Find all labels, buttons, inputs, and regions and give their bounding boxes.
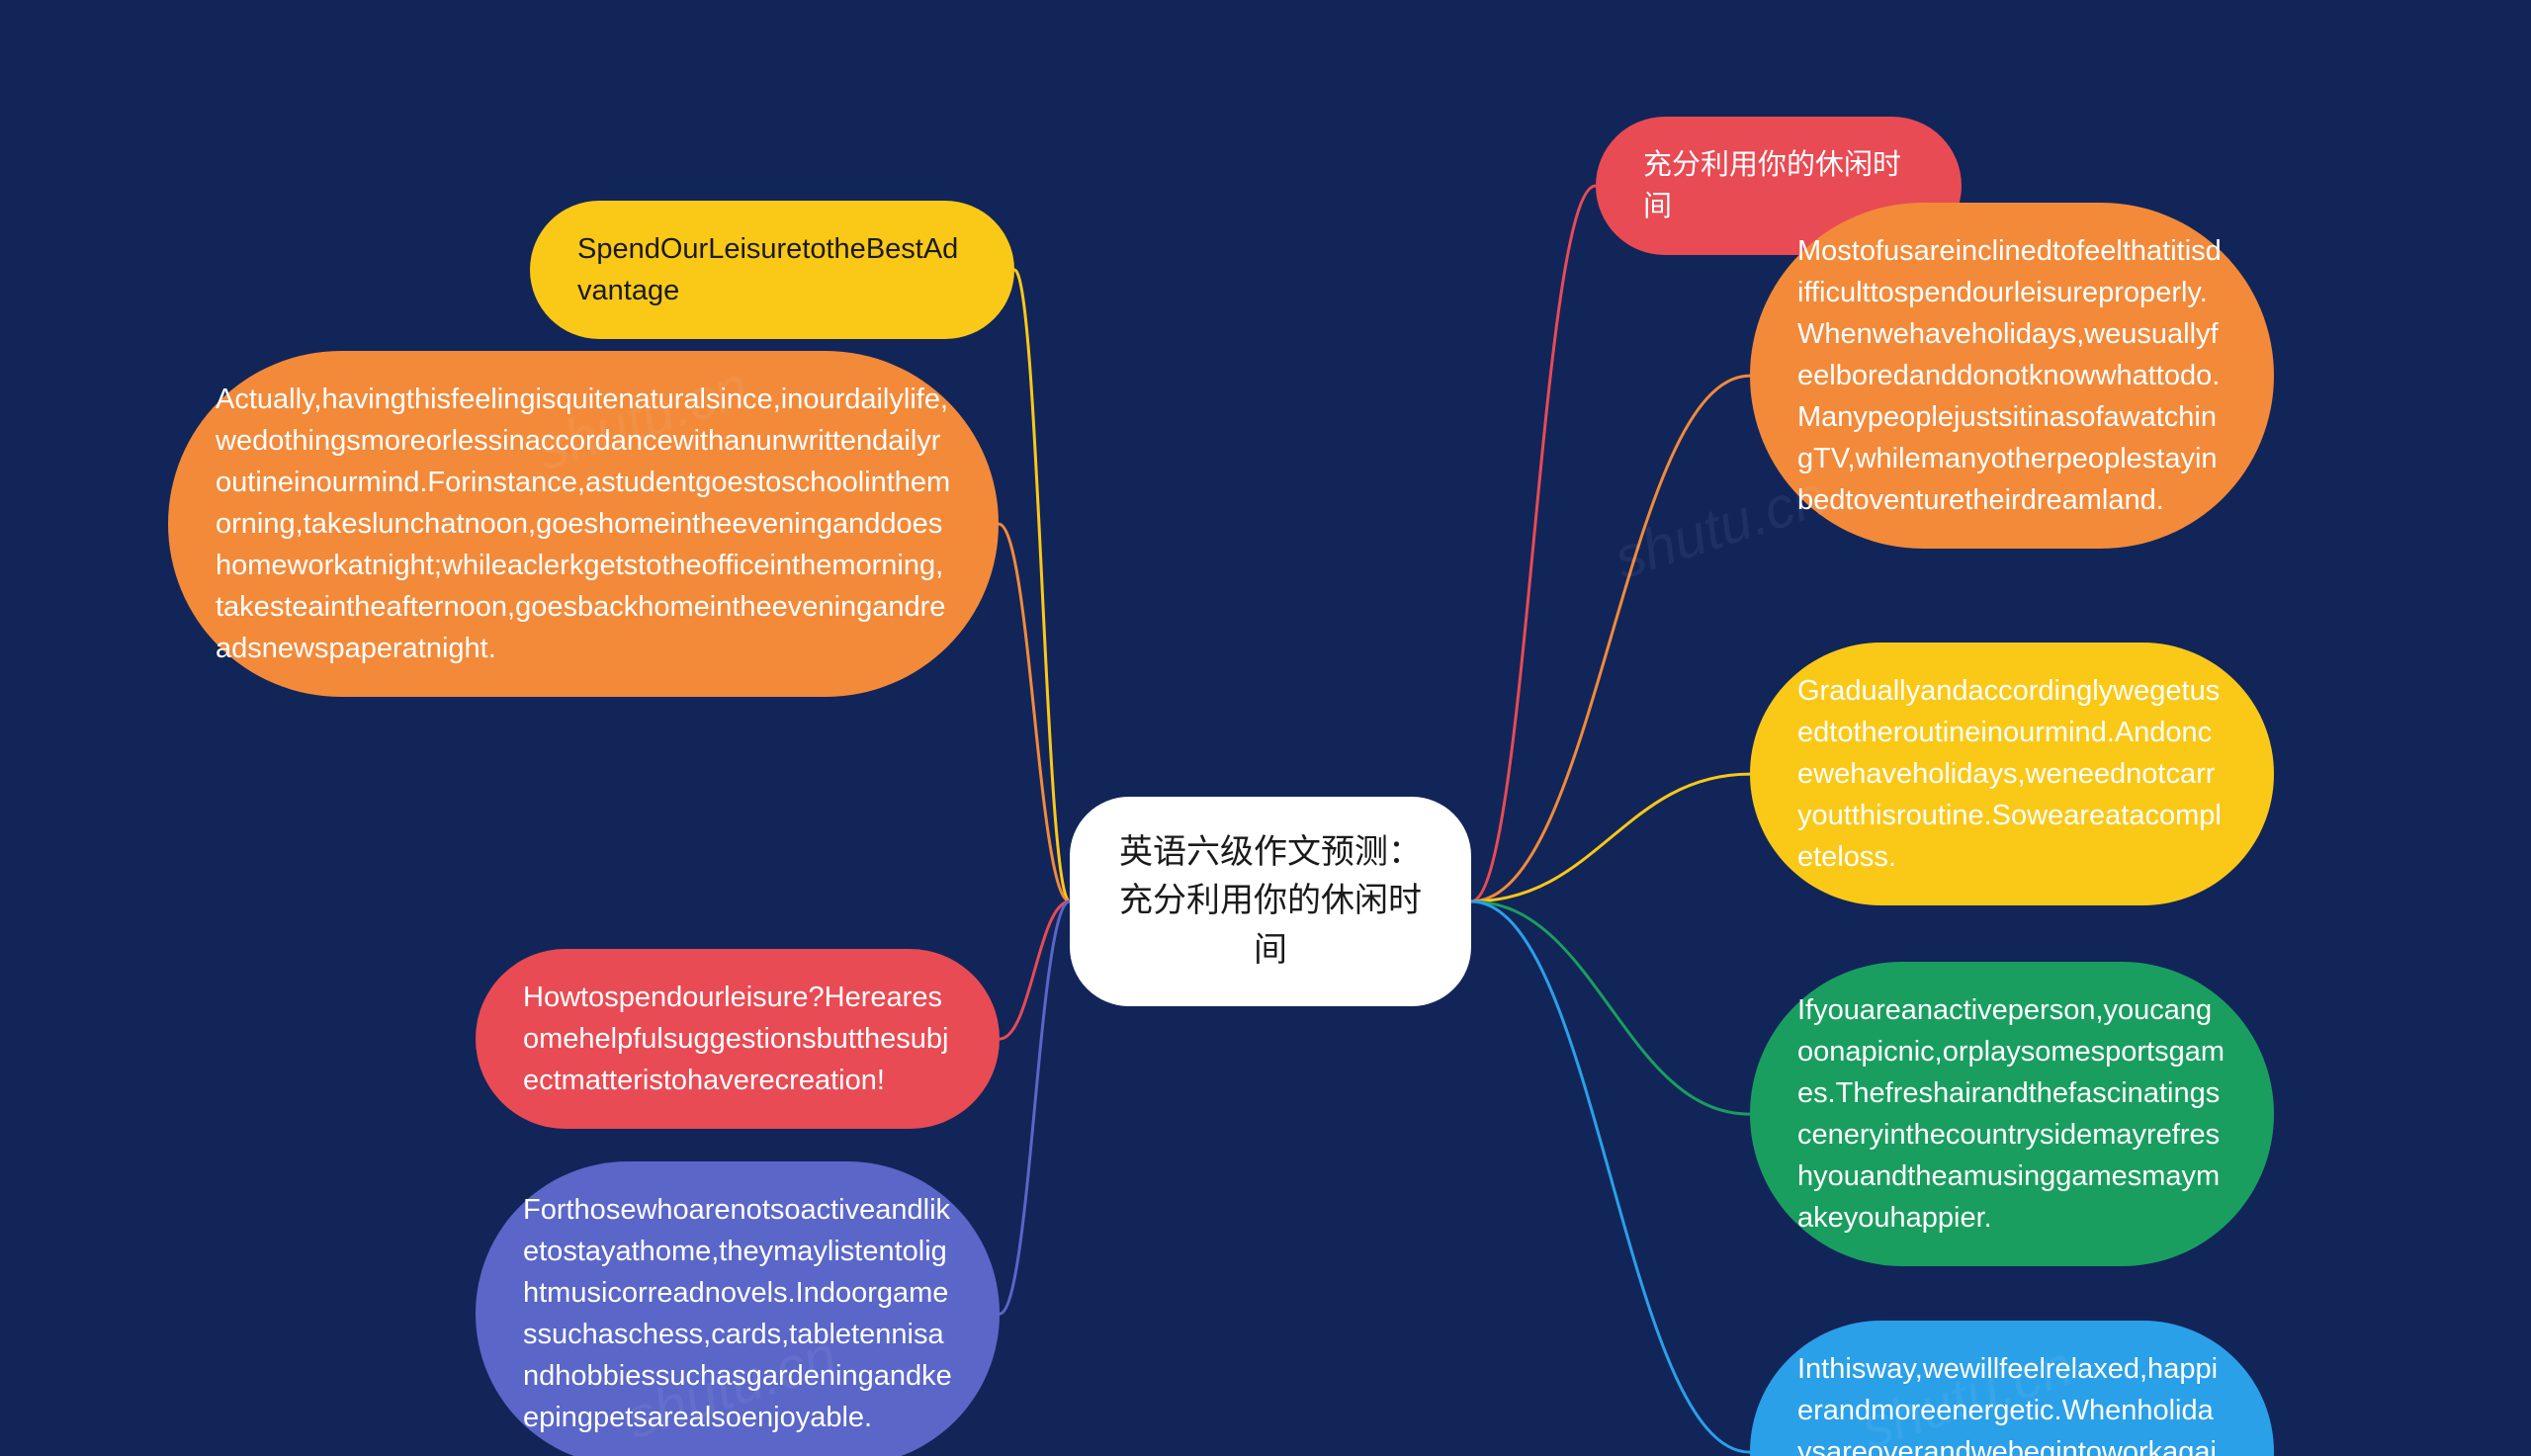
branch-node-n9: Forthosewhoarenotsoactiveandliketostayat… xyxy=(476,1161,1000,1456)
branch-node-n6: SpendOurLeisuretotheBestAdvantage xyxy=(530,201,1014,339)
branch-node-n8: Howtospendourleisure?Herearesomehelpfuls… xyxy=(476,949,1000,1129)
branch-node-n5: Inthisway,wewillfeelrelaxed,happierandmo… xyxy=(1750,1321,2274,1456)
branch-node-n7: Actually,havingthisfeelingisquitenatural… xyxy=(168,351,999,697)
connector-n9 xyxy=(1000,901,1070,1314)
branch-node-n2: Mostofusareinclinedtofeelthatitisdifficu… xyxy=(1750,203,2274,549)
connector-n8 xyxy=(1000,901,1070,1039)
center-node: 英语六级作文预测：充分利用你的休闲时间 xyxy=(1070,797,1471,1006)
connector-n1 xyxy=(1471,186,1596,901)
connector-n4 xyxy=(1471,901,1750,1114)
connector-n3 xyxy=(1471,774,1750,901)
connector-n7 xyxy=(999,524,1070,901)
mindmap-canvas: { "background_color": "#122559", "center… xyxy=(0,0,2531,1456)
branch-node-n3: Graduallyandaccordinglywegetusedtotherou… xyxy=(1750,642,2274,905)
connector-n6 xyxy=(1014,270,1070,901)
connector-n5 xyxy=(1471,901,1750,1452)
connector-n2 xyxy=(1471,376,1750,901)
branch-node-n4: Ifyouareanactiveperson,youcangoonapicnic… xyxy=(1750,962,2274,1266)
